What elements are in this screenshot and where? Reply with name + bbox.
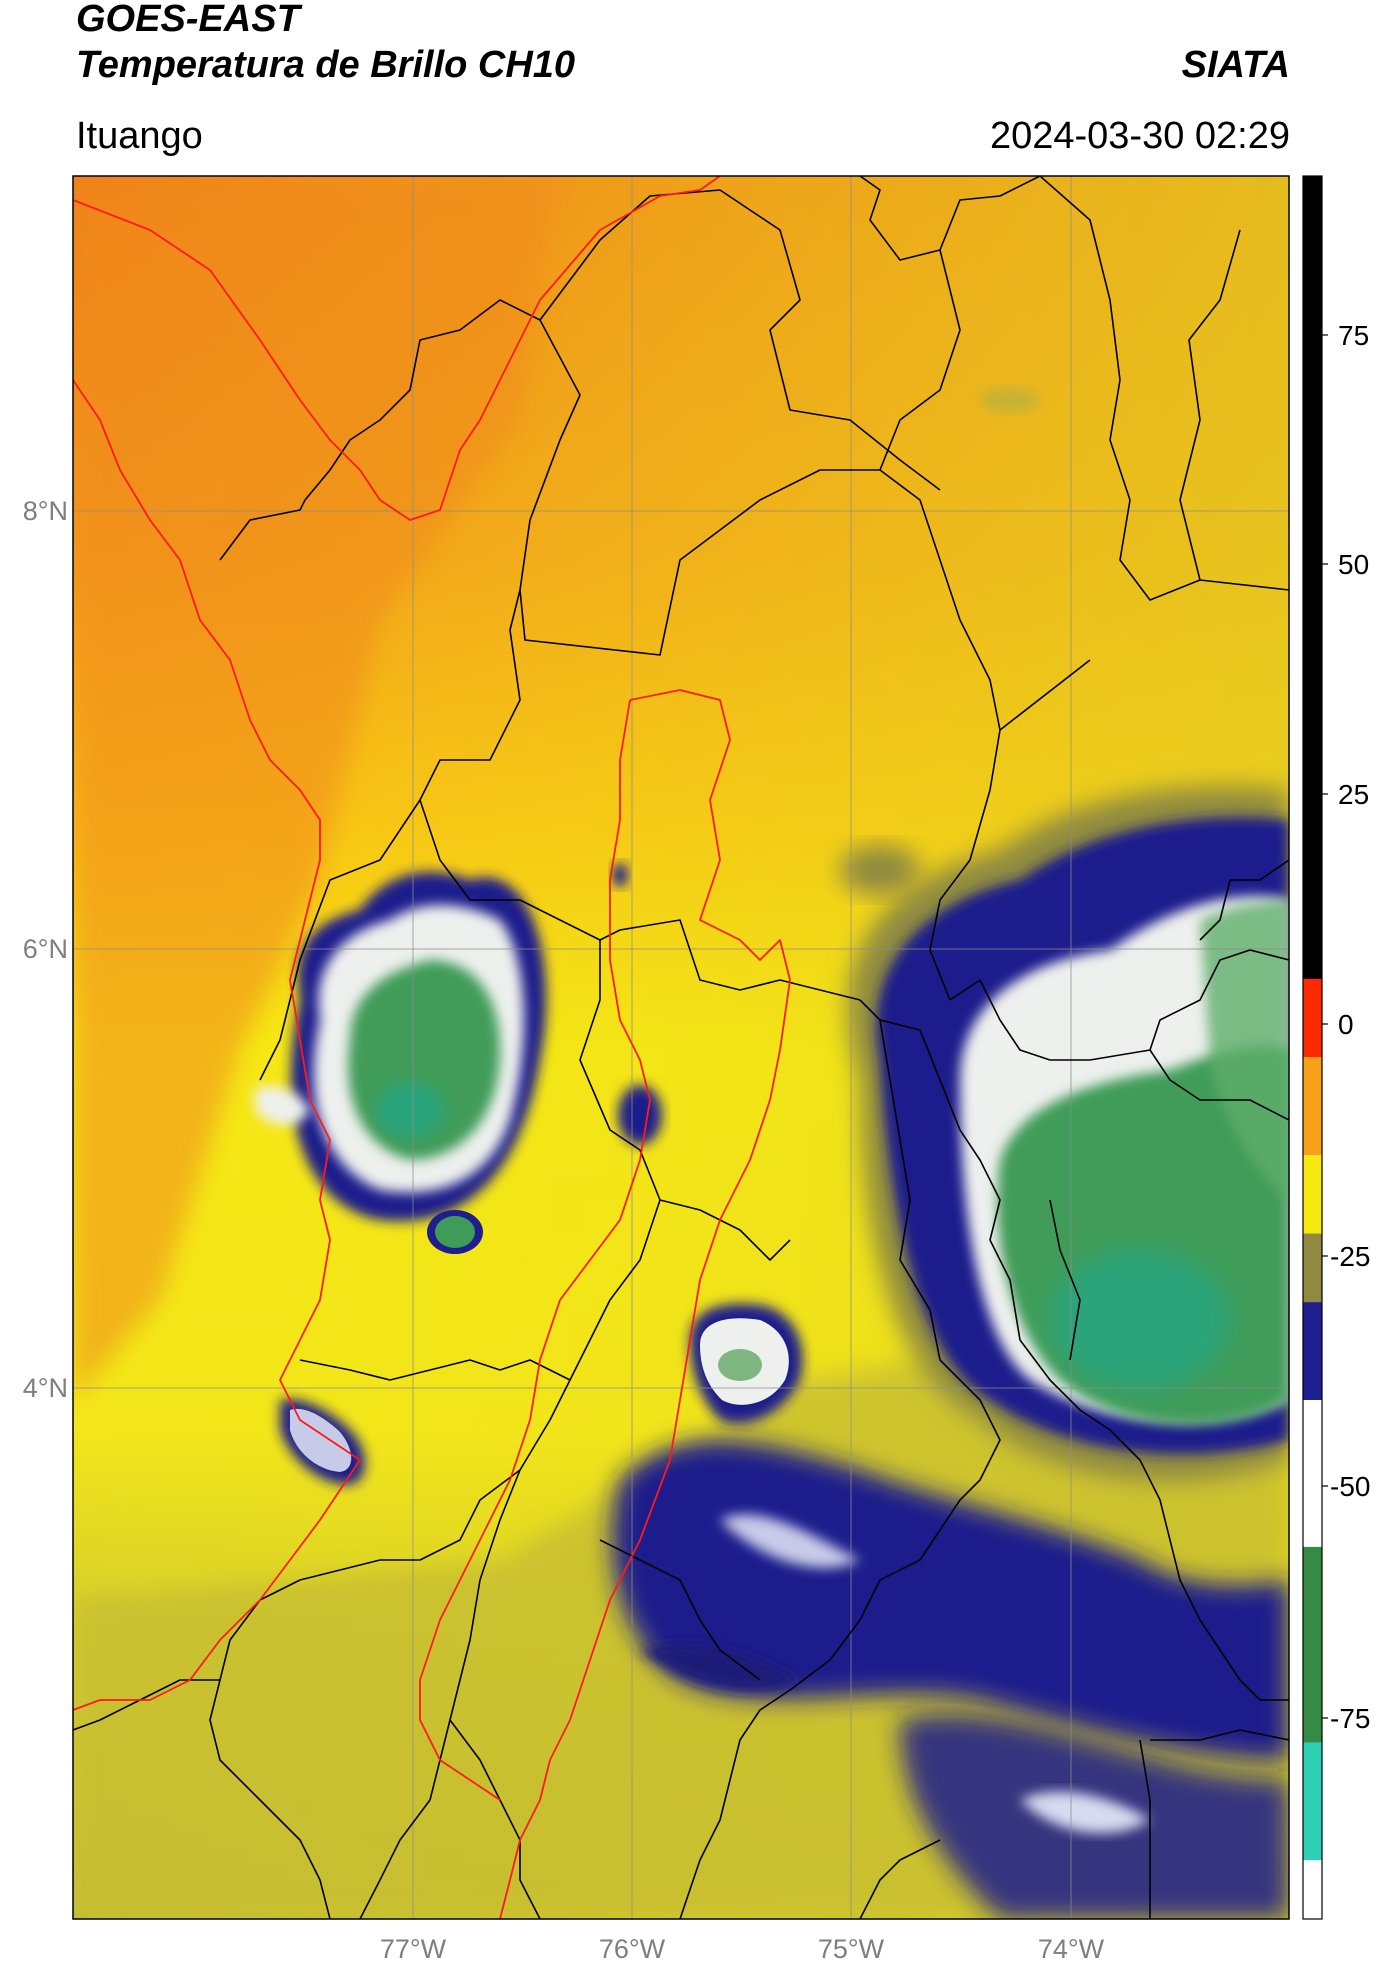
lon-label-74: 74°W [1038,1934,1105,1964]
header-product: Temperatura de Brillo CH10 [76,44,576,86]
lon-label-76: 76°W [599,1934,666,1964]
colorbar-segment [1303,1860,1322,1919]
colorbar-label-0: 0 [1338,1009,1354,1040]
lat-label-8: 8°N [23,496,68,526]
south-cloud-bands [612,1441,1289,1919]
colorbar-segment [1303,1155,1322,1234]
colorbar-label-neg75: -75 [1330,1703,1370,1734]
graticule [73,176,1289,1919]
colorbar-ticks [1322,334,1328,1719]
colorbar-segment [1303,1546,1322,1743]
warm-ocean-region [73,176,560,1400]
map-area [73,176,1289,1919]
header-organization: SIATA [1181,44,1290,86]
colorbar-label-25: 25 [1338,779,1369,810]
lon-labels: 77°W 76°W 75°W 74°W [380,1934,1105,1964]
colorbar-segment [1303,1400,1322,1547]
colorbar-segments [1303,176,1322,1919]
colorbar-label-75: 75 [1338,320,1369,351]
header-timestamp: 2024-03-30 02:29 [989,115,1290,157]
map-frame [72,175,1290,1920]
colorbar-segment [1303,1742,1322,1861]
lon-label-77: 77°W [380,1934,447,1964]
red-boundaries [73,176,791,1919]
colorbar-frame [1302,175,1323,1920]
central-cloud-cell [690,1303,803,1424]
colorbar-segment [1303,1302,1322,1401]
west-cloud-cell [255,871,547,1254]
lat-labels: 8°N 6°N 4°N [23,496,68,1403]
lat-label-4: 4°N [23,1373,68,1403]
colorbar-label-neg50: -50 [1330,1471,1370,1502]
colorbar-label-neg25: -25 [1330,1241,1370,1272]
north-cloud-patches [840,388,1040,895]
header-source: GOES-EAST [76,0,300,40]
lat-label-6: 6°N [23,934,68,964]
colorbar-segment [1303,176,1322,979]
header-region: Ituango [76,115,203,157]
colorbar-segment [1303,978,1322,1058]
small-cloud-cell [612,863,662,1145]
east-cloud-system [847,786,1289,1481]
colorbar-segment [1303,1057,1322,1156]
colorbar-segment [1303,1233,1322,1303]
lon-label-75: 75°W [818,1934,885,1964]
colorbar: 75 50 25 0 -25 -50 -75 [1302,175,1370,1920]
colorbar-label-50: 50 [1338,549,1369,580]
